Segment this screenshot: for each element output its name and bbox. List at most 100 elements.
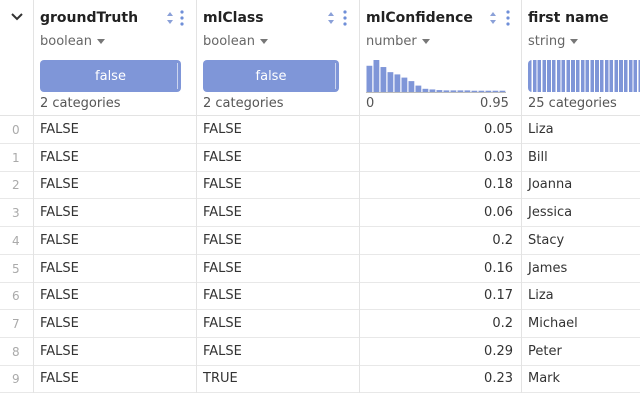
sort-icon[interactable] (327, 11, 335, 25)
sort-icon[interactable] (489, 11, 497, 25)
cell-first-name[interactable]: Mark (528, 371, 561, 387)
row-index: 9 (0, 365, 34, 394)
table-row[interactable]: 3 FALSE FALSE 0.06 Jessica (0, 199, 640, 228)
cell-groundtruth[interactable]: FALSE (34, 143, 197, 172)
cell-mlconfidence[interactable]: 0.2 (360, 309, 522, 338)
cell-mlclass[interactable]: FALSE (197, 282, 360, 311)
histogram[interactable] (366, 58, 506, 94)
column-type-dropdown[interactable]: number (366, 34, 430, 49)
column-header-first-name[interactable]: first name string 25 categories (522, 0, 640, 116)
column-type: boolean (40, 34, 92, 49)
table-row[interactable]: 7 FALSE FALSE 0.2 Michael (0, 309, 640, 338)
category-bar[interactable]: false (203, 60, 339, 92)
column-name[interactable]: mlClass (203, 10, 264, 26)
cell-mlconfidence[interactable]: 0.17 (360, 282, 522, 311)
column-type-dropdown[interactable]: boolean (40, 34, 105, 49)
cell-first-name[interactable]: Jessica (528, 205, 573, 221)
column-name[interactable]: first name (528, 10, 609, 26)
table-row[interactable]: 9 FALSE TRUE 0.23 Mark (0, 365, 640, 394)
cell-mlclass[interactable]: FALSE (197, 143, 360, 172)
histogram-bar[interactable] (373, 60, 380, 92)
cell-groundtruth[interactable]: FALSE (34, 171, 197, 200)
histogram-bar[interactable] (429, 89, 436, 92)
cell-mlconfidence[interactable]: 0.2 (360, 226, 522, 255)
histogram-bar[interactable] (401, 77, 408, 92)
cell-mlclass[interactable]: FALSE (197, 199, 360, 228)
cell-first-name[interactable]: Michael (528, 315, 578, 331)
table-row[interactable]: 4 FALSE FALSE 0.2 Stacy (0, 226, 640, 255)
histogram-bar[interactable] (499, 90, 506, 92)
histogram-bar[interactable] (436, 90, 443, 92)
column-header-mlconfidence[interactable]: mlConfidence number 0 0.95 (360, 0, 522, 116)
column-name[interactable]: mlConfidence (366, 10, 473, 26)
cell-mlconfidence[interactable]: 0.16 (360, 254, 522, 283)
histogram-bar[interactable] (394, 74, 401, 92)
cell-first-name[interactable]: Joanna (528, 177, 573, 193)
cell-mlconfidence[interactable]: 0.23 (360, 365, 522, 394)
histogram-bar[interactable] (492, 90, 499, 92)
histogram-bar[interactable] (464, 90, 471, 92)
cell-first-name[interactable]: Stacy (528, 232, 565, 248)
chevron-down-icon (11, 13, 23, 21)
cell-first-name[interactable]: Liza (528, 288, 554, 304)
histogram-bar[interactable] (415, 85, 422, 92)
column-header-groundtruth[interactable]: groundTruth boolean false 2 categories (34, 0, 197, 116)
column-type-dropdown[interactable]: boolean (203, 34, 268, 49)
histogram-bar[interactable] (450, 90, 457, 92)
column-menu-icon[interactable] (180, 10, 184, 26)
caret-down-icon (96, 39, 105, 44)
column-type: string (528, 34, 566, 49)
histogram-bar[interactable] (471, 90, 478, 92)
cell-mlclass[interactable]: FALSE (197, 116, 360, 144)
column-menu-icon[interactable] (343, 10, 347, 26)
cell-mlclass[interactable]: FALSE (197, 337, 360, 366)
table-row[interactable]: 6 FALSE FALSE 0.17 Liza (0, 282, 640, 311)
category-bar[interactable] (528, 60, 640, 92)
histogram-bar[interactable] (380, 67, 387, 92)
histogram-bar[interactable] (387, 72, 394, 92)
histogram-bar[interactable] (366, 65, 373, 92)
cell-mlclass[interactable]: TRUE (197, 365, 360, 394)
column-menu-icon[interactable] (506, 10, 510, 26)
cell-groundtruth[interactable]: FALSE (34, 116, 197, 144)
cell-mlclass[interactable]: FALSE (197, 254, 360, 283)
sort-icon[interactable] (166, 11, 174, 25)
column-name[interactable]: groundTruth (40, 10, 139, 26)
histogram-bar[interactable] (422, 88, 429, 92)
cell-groundtruth[interactable]: FALSE (34, 199, 197, 228)
histogram-bar[interactable] (485, 90, 492, 92)
caret-down-icon (421, 39, 430, 44)
cell-groundtruth[interactable]: FALSE (34, 282, 197, 311)
column-header-mlclass[interactable]: mlClass boolean false 2 categories (197, 0, 360, 116)
cell-groundtruth[interactable]: FALSE (34, 365, 197, 394)
cell-mlconfidence[interactable]: 0.06 (360, 199, 522, 228)
collapse-toggle[interactable] (0, 0, 34, 116)
histogram-bar[interactable] (408, 81, 415, 92)
table-row[interactable]: 0 FALSE FALSE 0.05 Liza (0, 116, 640, 144)
cell-first-name[interactable]: Peter (528, 343, 562, 359)
histogram-bar[interactable] (443, 90, 450, 92)
cell-mlconfidence[interactable]: 0.03 (360, 143, 522, 172)
cell-groundtruth[interactable]: FALSE (34, 226, 197, 255)
histogram-bar[interactable] (457, 90, 464, 92)
cell-groundtruth[interactable]: FALSE (34, 309, 197, 338)
cell-first-name[interactable]: James (528, 260, 568, 276)
cell-mlconfidence[interactable]: 0.05 (360, 116, 522, 144)
table-row[interactable]: 8 FALSE FALSE 0.29 Peter (0, 337, 640, 366)
cell-groundtruth[interactable]: FALSE (34, 337, 197, 366)
column-type-dropdown[interactable]: string (528, 34, 579, 49)
table-row[interactable]: 2 FALSE FALSE 0.18 Joanna (0, 171, 640, 200)
cell-mlclass[interactable]: FALSE (197, 309, 360, 338)
column-type: boolean (203, 34, 255, 49)
cell-mlconfidence[interactable]: 0.29 (360, 337, 522, 366)
cell-first-name[interactable]: Bill (528, 149, 548, 165)
cell-mlconfidence[interactable]: 0.18 (360, 171, 522, 200)
cell-mlclass[interactable]: FALSE (197, 226, 360, 255)
cell-groundtruth[interactable]: FALSE (34, 254, 197, 283)
cell-first-name[interactable]: Liza (528, 122, 554, 137)
cell-mlclass[interactable]: FALSE (197, 171, 360, 200)
table-row[interactable]: 1 FALSE FALSE 0.03 Bill (0, 143, 640, 172)
table-row[interactable]: 5 FALSE FALSE 0.16 James (0, 254, 640, 283)
histogram-bar[interactable] (478, 90, 485, 92)
category-bar[interactable]: false (40, 60, 181, 92)
